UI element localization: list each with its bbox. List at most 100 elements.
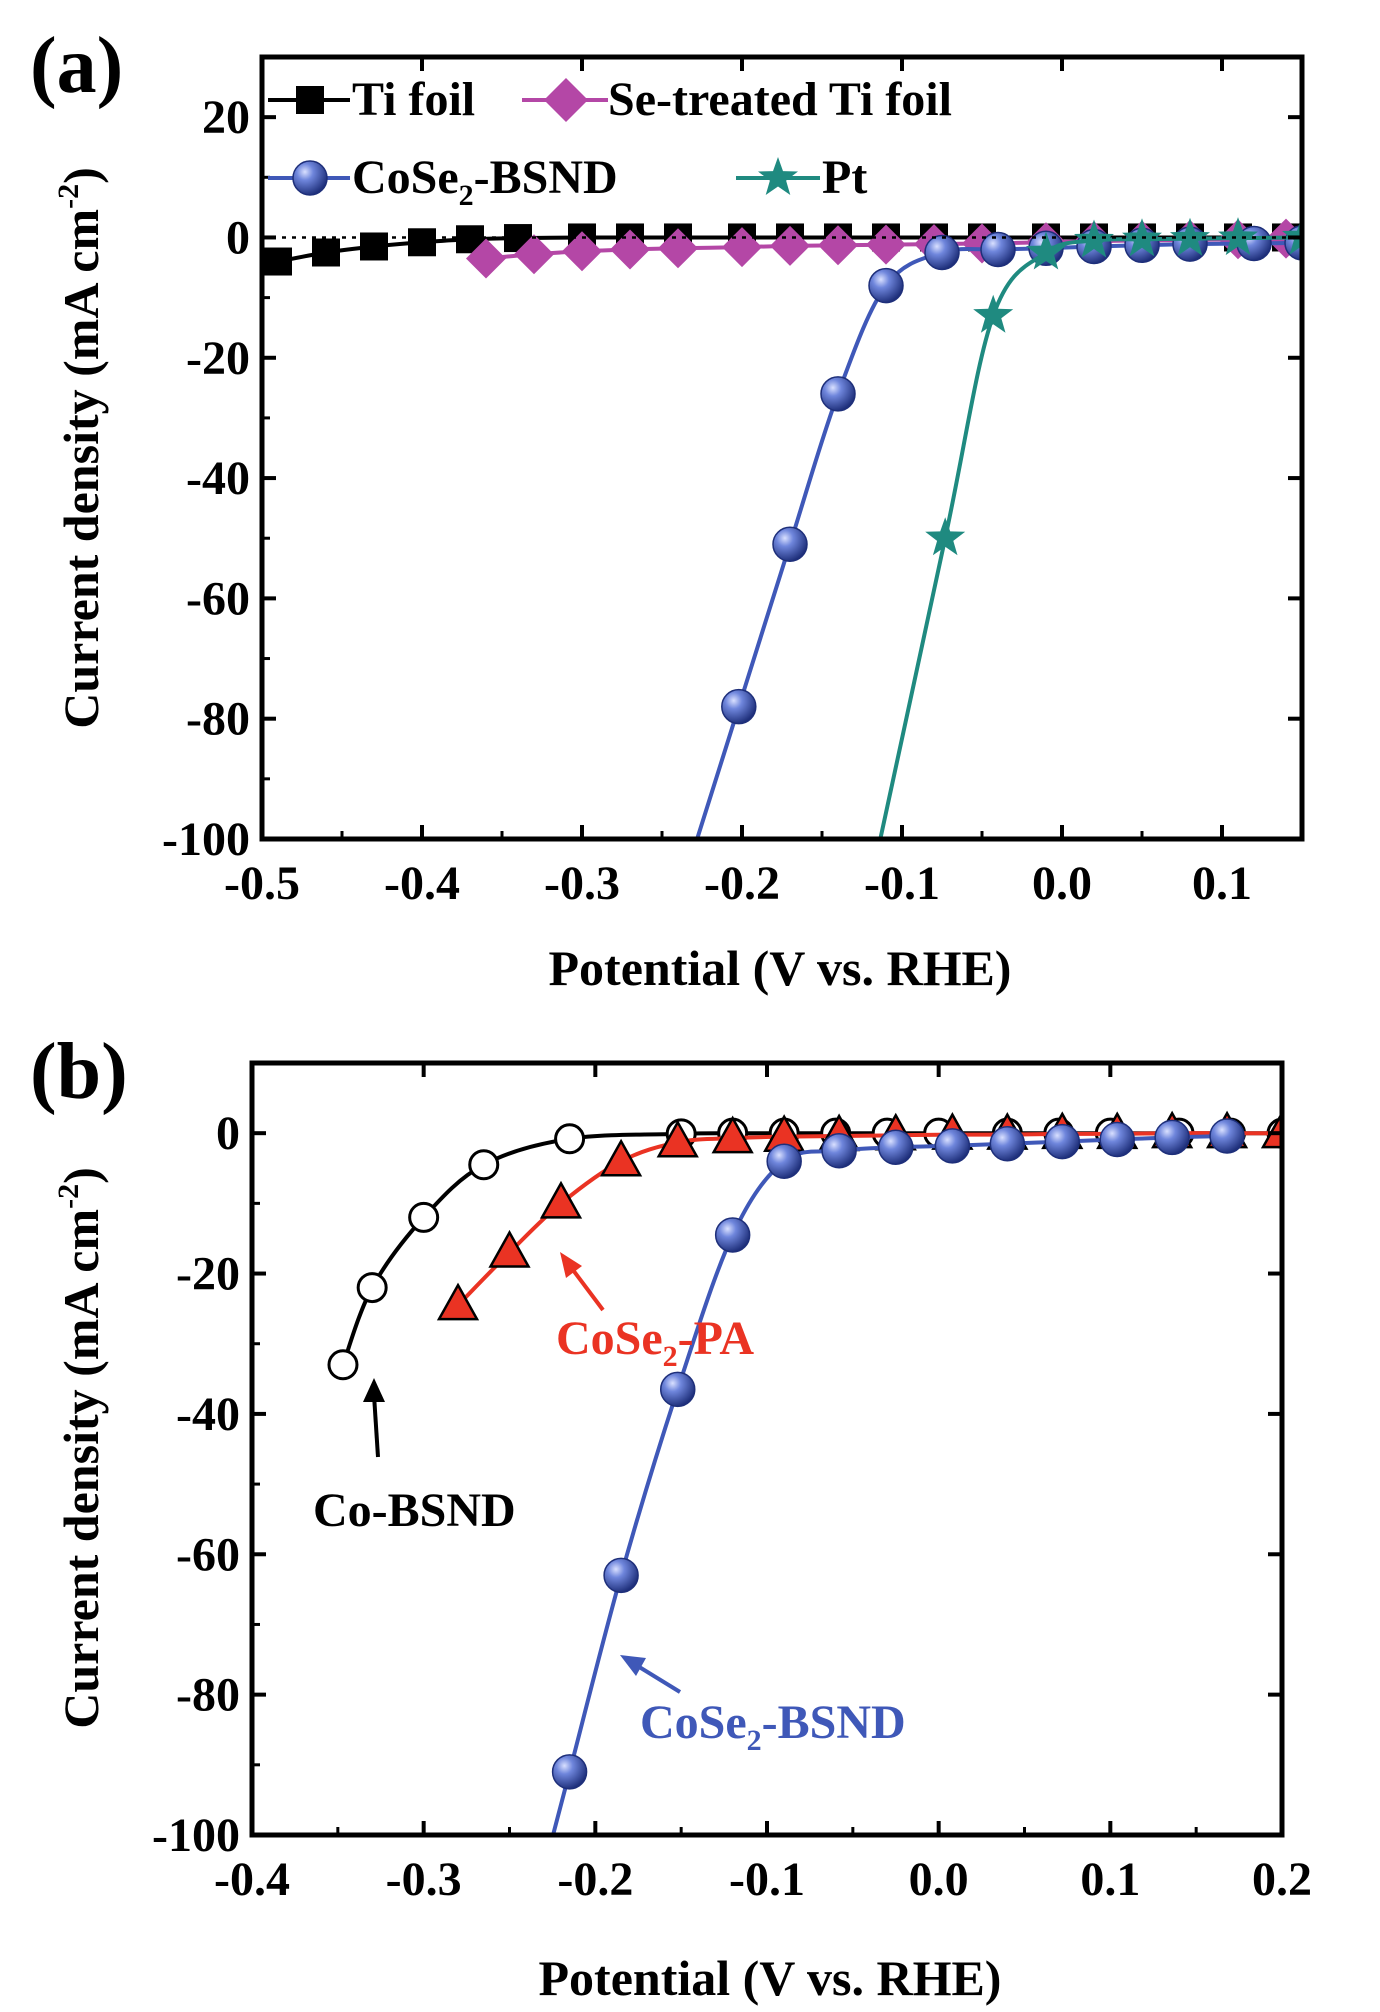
data-point-cose2-pa xyxy=(488,1229,531,1268)
panel-b-x-tick-label: 0.2 xyxy=(1252,1853,1312,1906)
panel-b-x-tick-label: -0.1 xyxy=(729,1853,805,1906)
legend-pt-label: Pt xyxy=(822,151,867,204)
data-point-se-treated-ti-foil xyxy=(562,231,602,272)
panel-a-x-axis-title: Potential (V vs. RHE) xyxy=(549,940,1012,996)
legend-pt-star-icon xyxy=(758,157,798,195)
annotation-cose2-bsnd-label: CoSe2-BSND xyxy=(640,1696,906,1757)
data-point-se-treated-ti-foil xyxy=(770,225,810,266)
data-point-pt xyxy=(1170,217,1210,256)
panel-b-x-tick-label: 0.0 xyxy=(909,1853,969,1906)
data-point-cose2-bsnd xyxy=(1154,1119,1190,1156)
data-point-pt xyxy=(925,517,966,556)
data-point-cose2-bsnd xyxy=(989,1125,1026,1162)
panel-b-x-tick-label: -0.4 xyxy=(214,1853,290,1906)
data-point-ti-foil xyxy=(312,238,340,267)
data-point-cose2-pa xyxy=(1260,1110,1282,1149)
data-point-cose2-bsnd xyxy=(772,526,808,562)
panel-a-chart: (a) -0.5 -0.4 -0.3 -0.2 -0.1 0.0 0.1200-20-40-… xyxy=(30,22,1305,996)
data-point-cose2-bsnd xyxy=(924,234,960,271)
panel-a-y-tick-label: -60 xyxy=(186,572,250,625)
panel-b-y-tick-label: -40 xyxy=(176,1388,240,1441)
panel-b-y-tick-label: -80 xyxy=(176,1669,240,1722)
data-point-cose2-bsnd xyxy=(878,1129,914,1165)
legend-item-ti-foil: Ti foil xyxy=(268,73,475,126)
panel-a-x-tick-label: 0.1 xyxy=(1192,857,1252,910)
panel-a-x-tick-label: 0.0 xyxy=(1032,857,1092,910)
data-point-se-treated-ti-foil xyxy=(466,238,506,279)
panel-b-y-tick-label: -20 xyxy=(176,1248,240,1301)
legend-cose2-bsnd-label: CoSe2-BSND xyxy=(352,151,618,212)
data-point-pt xyxy=(1026,231,1066,270)
panel-b-ticks: -0.4 -0.3 -0.2 -0.1 0.0 0.1 0.2 0 -20 -40 -60 -80 -1… xyxy=(152,1063,1312,1906)
panel-a-x-tick-label: -0.4 xyxy=(384,857,460,910)
data-point-pt xyxy=(1218,217,1258,256)
data-point-cose2-pa xyxy=(599,1138,643,1177)
panel-b-x-tick-label: -0.2 xyxy=(557,1853,633,1906)
panel-b-x-tick-label: 0.1 xyxy=(1080,1853,1140,1906)
panel-a-series xyxy=(264,216,1302,839)
data-point-cose2-bsnd xyxy=(603,1557,639,1594)
data-point-cose2-pa xyxy=(711,1115,754,1154)
data-point-se-treated-ti-foil xyxy=(818,225,858,266)
data-point-cose2-bsnd xyxy=(551,1754,588,1790)
legend-item-pt: Pt xyxy=(736,151,867,204)
data-point-cose2-pa xyxy=(656,1119,699,1158)
panel-a-y-tick-label: -20 xyxy=(186,332,250,385)
panel-a-x-tick-label: -0.1 xyxy=(864,857,940,910)
data-point-cose2-bsnd xyxy=(1044,1123,1081,1160)
panel-b-chart: (b) -0.4 -0.3 -0.2 -0.1 0.0 0.1 0.20-20-40-60-… xyxy=(30,1028,1312,2006)
series-line-cose2-bsnd xyxy=(550,1134,1228,1835)
data-point-cose2-bsnd xyxy=(868,267,904,304)
legend-ti-foil-label: Ti foil xyxy=(352,73,475,126)
panel-a-plot-frame xyxy=(259,54,1305,842)
data-point-ti-foil xyxy=(264,247,292,276)
panel-a-x-tick-label: -0.5 xyxy=(224,857,300,910)
panel-b-x-tick-label: -0.3 xyxy=(386,1853,462,1906)
annotation-co-bsnd: Co-BSND xyxy=(313,1378,516,1537)
data-point-co-bsnd xyxy=(468,1149,500,1181)
panel-b-y-tick-label: -100 xyxy=(152,1809,240,1862)
panel-b-x-axis-title: Potential (V vs. RHE) xyxy=(539,1950,1002,2006)
data-point-co-bsnd xyxy=(356,1272,388,1304)
panel-a-y-tick-label: -40 xyxy=(186,452,250,505)
data-point-cose2-bsnd xyxy=(1099,1121,1135,1158)
annotation-cose2-bsnd: CoSe2-BSND xyxy=(620,1655,906,1757)
data-point-cose2-pa xyxy=(436,1282,480,1321)
panel-a-y-tick-label: 20 xyxy=(202,91,250,144)
data-point-co-bsnd xyxy=(554,1123,586,1155)
legend-item-se-treated-ti-foil: Se-treated Ti foil xyxy=(522,73,952,126)
annotation-cose2-pa: CoSe2-PA xyxy=(556,1252,754,1373)
panel-a-y-axis-title: Current density (mA cm-2) xyxy=(52,167,109,729)
data-point-cose2-bsnd xyxy=(820,376,856,412)
data-point-se-treated-ti-foil xyxy=(514,234,554,275)
panel-a-label: (a) xyxy=(30,22,123,110)
panel-a-ticks: -0.5 -0.4 -0.3 -0.2 -0.1 0.0 0.1 20 0 -20 -40 -60 -8… xyxy=(162,57,1302,910)
data-point-cose2-bsnd xyxy=(766,1143,802,1180)
panel-a-y-tick-label: 0 xyxy=(226,211,250,264)
panel-b-series xyxy=(327,1110,1282,1835)
data-point-co-bsnd xyxy=(327,1349,359,1381)
panel-a-y-tick-label: -80 xyxy=(186,693,250,746)
panel-a-y-tick-label: -100 xyxy=(162,813,250,866)
data-point-cose2-bsnd xyxy=(980,231,1016,268)
panel-b-y-axis-title: Current density (mA cm-2) xyxy=(52,1167,109,1729)
annotation-cose2-pa-label: CoSe2-PA xyxy=(556,1312,754,1373)
data-point-cose2-bsnd xyxy=(721,688,757,725)
data-point-se-treated-ti-foil xyxy=(866,224,906,265)
data-point-cose2-bsnd xyxy=(659,1371,696,1408)
data-point-se-treated-ti-foil xyxy=(658,228,698,269)
panel-a-x-tick-label: -0.2 xyxy=(704,857,780,910)
panel-b-y-tick-label: -60 xyxy=(176,1528,240,1581)
data-point-ti-foil xyxy=(408,228,436,257)
panel-b-y-tick-label: 0 xyxy=(216,1107,240,1160)
series-line-cose2-pa xyxy=(456,1131,1282,1307)
panel-a-x-tick-label: -0.3 xyxy=(544,857,620,910)
data-point-cose2-bsnd xyxy=(1209,1118,1245,1154)
data-point-pt xyxy=(973,294,1014,333)
data-point-cose2-bsnd xyxy=(821,1132,857,1169)
panel-a-legend: Ti foil Se-treated Ti foil CoSe2-BSND Pt xyxy=(268,73,952,212)
data-point-cose2-bsnd xyxy=(934,1128,971,1164)
legend-item-cose2-bsnd: CoSe2-BSND xyxy=(268,151,618,212)
data-point-cose2-pa xyxy=(539,1180,583,1219)
